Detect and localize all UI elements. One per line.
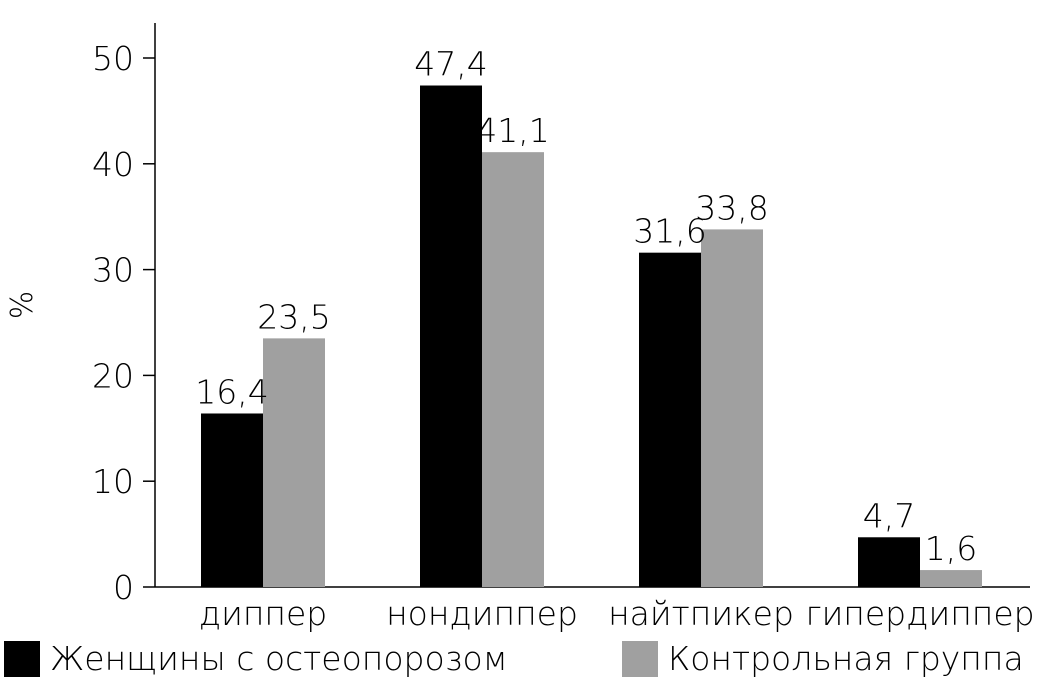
legend-item-osteoporosis: Женщины с остеопорозом — [4, 640, 508, 678]
bar-nightpeaker-osteoporosis — [639, 252, 701, 587]
labels: 16,4 23,5 диппер 47,4 41,1 нондиппер 31,633,8 н… — [195, 45, 1034, 633]
bar-dipper-control — [263, 338, 325, 587]
legend-item-control: Контрольная группа — [622, 640, 1024, 678]
bar-hyperdipper-control — [920, 570, 982, 587]
data-label-dipper-control: 23,5 — [257, 297, 330, 336]
y-tick-label-40: 40 — [92, 145, 134, 184]
x-tick-label-nightpeaker: найтпикер — [608, 594, 794, 633]
data-label-dipper-osteoporosis: 16,4 — [195, 372, 268, 411]
bar-nondipper-osteoporosis — [420, 85, 482, 588]
data-label-nondipper-osteoporosis: 47,4 — [414, 45, 487, 84]
legend-swatch-control — [622, 641, 658, 677]
legend-label-control: Контрольная группа — [668, 639, 1024, 678]
data-label-hyperdipper-control: 1,6 — [925, 529, 977, 568]
legend-label-osteoporosis: Женщины с остеопорозом — [50, 639, 508, 678]
data-label-hyperdipper-osteoporosis: 4,7 — [863, 496, 915, 535]
y-tick-label-50: 50 — [92, 39, 134, 78]
legend-swatch-osteoporosis — [4, 641, 40, 677]
data-label-nightpeaker-osteoporosis: 31,6 — [633, 212, 706, 251]
y-tick-label-30: 30 — [92, 251, 134, 290]
y-tick-label-0: 0 — [113, 568, 134, 607]
x-tick-label-dipper: диппер — [199, 594, 328, 633]
y-axis-label: % — [5, 291, 40, 320]
data-label-nondipper-control: 41,1 — [476, 111, 549, 150]
x-tick-label-nondipper: нондиппер — [386, 594, 578, 633]
legend: Женщины с остеопорозом Контрольная групп… — [0, 640, 1060, 678]
y-tick-label-20: 20 — [92, 356, 134, 395]
bar-chart: % 0 10 20 30 40 50 16,4 23,5 диппер 47,4 41,1 нонд… — [5, 23, 1035, 633]
y-tick-label-10: 10 — [92, 462, 134, 501]
bar-nightpeaker-control — [701, 229, 763, 587]
data-label-nightpeaker-control: 33,8 — [695, 188, 768, 227]
bar-hyperdipper-osteoporosis — [858, 537, 920, 587]
bar-nondipper-control — [482, 152, 544, 588]
x-tick-label-hyperdipper: гипердиппер — [805, 594, 1034, 633]
bars — [201, 85, 982, 588]
bar-dipper-osteoporosis — [201, 413, 263, 587]
